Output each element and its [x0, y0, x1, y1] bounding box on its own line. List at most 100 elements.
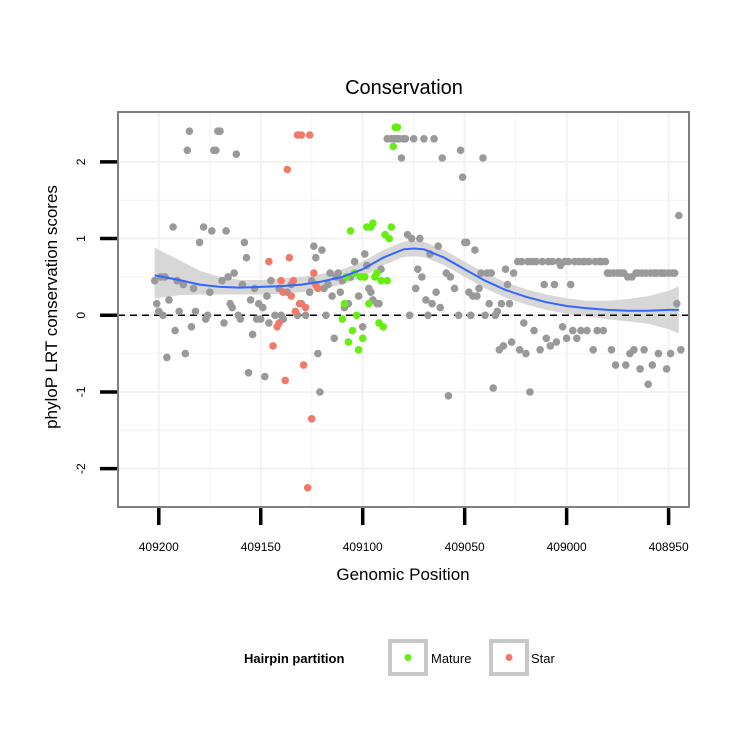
- legend-label-mature: Mature: [431, 651, 471, 666]
- data-point-other: [375, 299, 383, 308]
- data-point-other: [430, 135, 438, 143]
- y-tick-label: 2: [74, 158, 88, 165]
- data-point-other: [216, 127, 224, 135]
- x-tick-label: 409000: [547, 540, 587, 554]
- data-point-other: [361, 250, 369, 258]
- data-point-other: [481, 311, 489, 320]
- data-point-star: [305, 131, 314, 139]
- data-point-other: [662, 365, 671, 373]
- data-point-other: [670, 269, 679, 277]
- legend-swatch-mature: [404, 654, 412, 661]
- data-point-other: [150, 276, 159, 285]
- data-point-star: [277, 276, 285, 285]
- data-point-other: [411, 284, 420, 293]
- smooth-line: [154, 247, 679, 312]
- legend: Hairpin partition Mature Star: [244, 639, 556, 676]
- data-point-other: [220, 319, 228, 327]
- data-point-mature: [365, 299, 373, 308]
- data-point-other: [367, 288, 375, 297]
- data-point-other: [562, 334, 571, 343]
- data-point-other: [497, 299, 506, 308]
- data-point-other: [240, 238, 249, 247]
- data-point-other: [257, 315, 265, 323]
- data-point-other: [485, 299, 494, 308]
- data-point-other: [493, 307, 502, 316]
- y-axis-title: phyloP LRT conservation scores: [42, 185, 61, 429]
- data-point-mature: [344, 338, 353, 346]
- data-point-other: [267, 276, 275, 285]
- legend-label-star: Star: [531, 651, 556, 666]
- data-point-other: [195, 238, 204, 247]
- data-point-other: [326, 269, 334, 277]
- data-point-star: [301, 303, 310, 312]
- data-point-mature: [358, 334, 367, 343]
- data-point-star: [283, 165, 292, 174]
- data-point-other: [589, 346, 597, 354]
- data-point-other: [407, 234, 416, 243]
- data-point-other: [222, 227, 230, 235]
- series-mature: [338, 123, 402, 354]
- data-point-mature: [352, 311, 361, 320]
- data-point-other: [244, 369, 253, 377]
- data-point-other: [199, 223, 208, 231]
- x-tick-label: 409200: [139, 540, 179, 554]
- data-point-other: [540, 280, 548, 289]
- data-point-mature: [340, 299, 349, 308]
- data-point-other: [322, 311, 330, 320]
- legend-title: Hairpin partition: [244, 651, 344, 666]
- data-point-other: [566, 280, 575, 289]
- data-point-other: [324, 280, 332, 289]
- data-point-other: [316, 388, 324, 396]
- data-point-other: [542, 334, 551, 343]
- data-point-other: [475, 284, 483, 293]
- data-point-other: [564, 257, 573, 266]
- data-point-other: [212, 146, 220, 155]
- data-point-other: [526, 388, 534, 396]
- data-point-mature: [354, 346, 363, 354]
- data-point-mature: [385, 234, 394, 243]
- data-point-other: [261, 372, 269, 381]
- x-tick-label: 408950: [649, 540, 689, 554]
- axes: 409200 409150 409100 409050 409000 408950 -2 -1…: [74, 158, 689, 554]
- legend-swatch-star: [505, 654, 513, 661]
- data-point-other: [312, 253, 320, 262]
- data-point-star: [299, 361, 308, 369]
- data-point-other: [503, 280, 512, 289]
- data-point-other: [169, 223, 177, 231]
- data-point-star: [307, 415, 316, 423]
- data-point-star: [265, 257, 273, 266]
- data-point-other: [428, 299, 436, 308]
- data-point-other: [436, 303, 445, 312]
- data-point-other: [489, 384, 498, 392]
- data-point-star: [281, 376, 290, 385]
- data-point-other: [520, 319, 528, 327]
- data-point-star: [275, 319, 283, 327]
- data-point-other: [462, 238, 471, 247]
- data-point-other: [397, 154, 406, 162]
- data-point-other: [206, 288, 214, 297]
- data-point-other: [334, 269, 343, 277]
- data-point-other: [644, 380, 652, 389]
- data-point-other: [444, 392, 453, 400]
- data-point-other: [583, 326, 591, 335]
- data-point-other: [518, 257, 526, 266]
- data-point-other: [599, 326, 608, 335]
- chart-title: Conservation: [345, 77, 463, 99]
- x-axis-title: Genomic Position: [336, 565, 469, 584]
- data-point-other: [414, 265, 422, 274]
- series-other: [150, 127, 685, 400]
- data-point-star: [287, 292, 296, 300]
- data-point-star: [291, 307, 300, 316]
- data-point-other: [532, 257, 540, 266]
- data-point-mature: [377, 276, 385, 285]
- x-tick-label: 409050: [445, 540, 485, 554]
- series-star: [265, 131, 322, 492]
- data-point-other: [546, 342, 555, 350]
- data-point-other: [438, 154, 447, 162]
- data-point-star: [303, 484, 312, 492]
- data-point-other: [458, 173, 467, 181]
- data-point-other: [152, 299, 161, 308]
- y-tick-label: -1: [74, 386, 88, 397]
- data-point-star: [314, 284, 322, 293]
